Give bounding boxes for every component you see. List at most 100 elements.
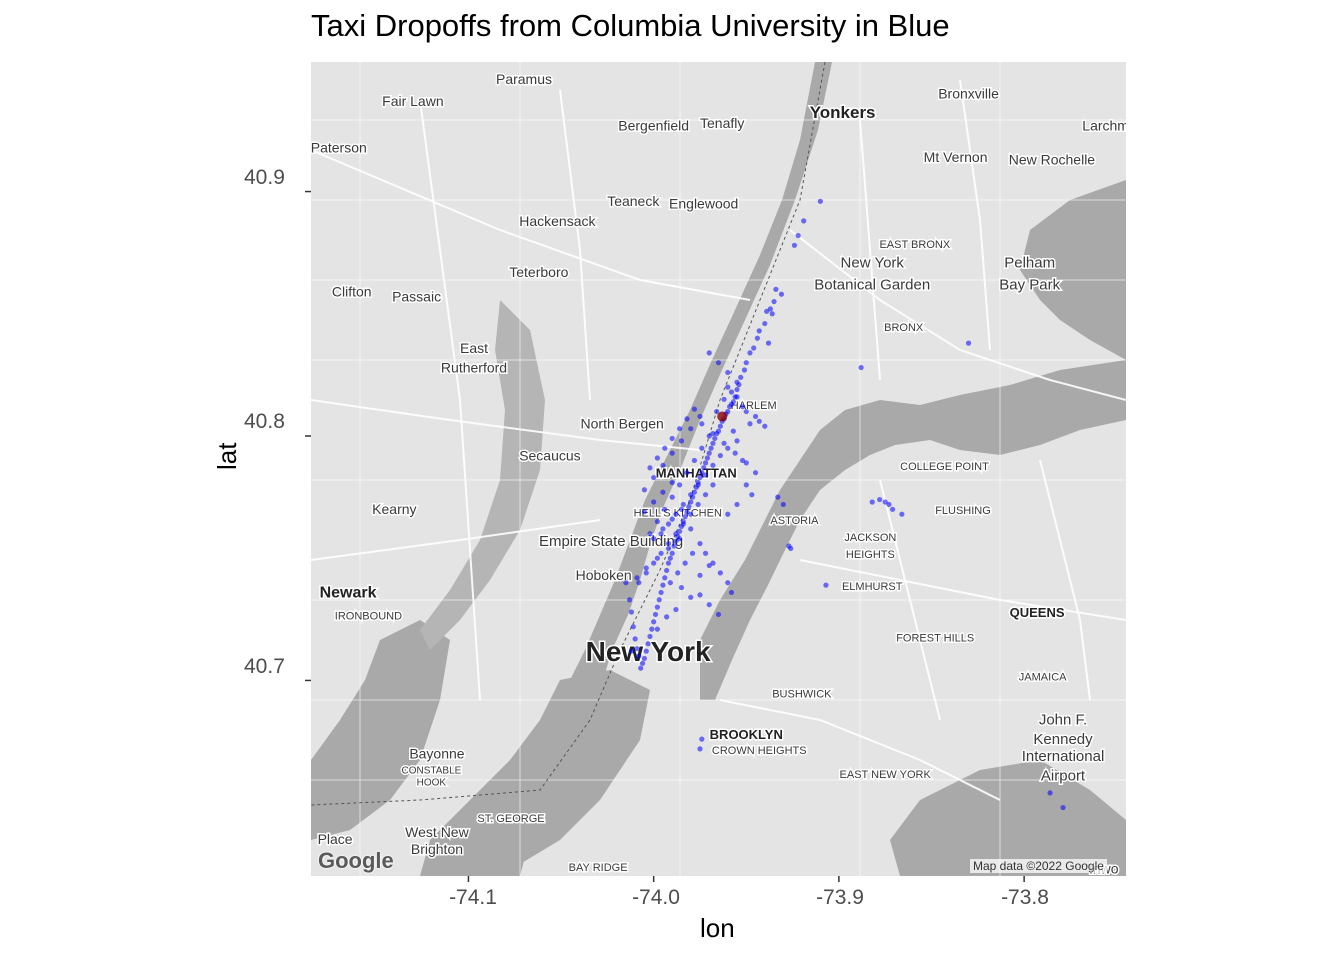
map-place-label: EAST BRONX — [879, 239, 950, 251]
dropoff-point — [688, 594, 694, 600]
dropoff-point — [669, 450, 675, 456]
dropoff-point — [899, 511, 905, 517]
dropoff-point — [712, 435, 718, 442]
map-place-label: MANHATTAN — [656, 466, 737, 481]
dropoff-point — [651, 536, 657, 542]
dropoff-point — [630, 624, 636, 630]
dropoff-point — [688, 492, 694, 498]
map-place-label: Kearny — [372, 501, 416, 517]
dropoff-point — [665, 540, 672, 547]
x-tick-label: -73.9 — [816, 886, 864, 909]
map-place-label: Empire State Building — [539, 533, 683, 550]
dropoff-point — [714, 430, 720, 437]
dropoff-point — [651, 474, 657, 481]
dropoff-point — [669, 435, 675, 442]
road-network — [311, 79, 1126, 801]
map-place-label: ELMHURST — [842, 581, 903, 593]
dropoff-point — [686, 504, 692, 510]
map-place-label: Passaic — [392, 289, 441, 305]
dropoff-point — [708, 445, 714, 451]
dropoff-point — [669, 494, 675, 500]
dropoff-point — [660, 582, 666, 588]
map-place-label: John F. — [1039, 711, 1087, 728]
dropoff-point — [662, 506, 668, 512]
dropoff-point — [699, 736, 705, 742]
dropoff-point — [647, 633, 653, 640]
dropoff-point — [706, 350, 712, 356]
dropoff-point — [882, 499, 888, 505]
map-place-label: Larchm — [1082, 117, 1129, 133]
dropoff-point — [717, 423, 723, 429]
map-place-label: Paramus — [496, 71, 552, 87]
map-place-label: JACKSON — [844, 532, 896, 544]
dropoff-point — [1060, 804, 1066, 811]
dropoff-point — [695, 482, 701, 488]
dropoff-point — [677, 482, 683, 488]
dropoff-point — [767, 306, 773, 312]
dropoff-point — [710, 482, 716, 488]
dropoff-point — [710, 430, 716, 437]
map-attribution: Map data ©2022 Google — [970, 859, 1107, 873]
dropoff-point — [747, 350, 753, 356]
dropoff-point — [641, 509, 648, 515]
map-place-label: EAST NEW YORK — [840, 769, 932, 781]
dropoff-point — [756, 418, 762, 424]
map-place-label: Secaucus — [519, 447, 580, 463]
map-place-label: Bay Park — [999, 276, 1060, 293]
hackensack-river — [420, 300, 545, 650]
dropoff-point — [764, 308, 770, 314]
dropoff-point — [817, 198, 823, 204]
map-place-label: Hoboken — [576, 567, 632, 583]
dropoff-point — [702, 460, 709, 466]
y-tick-label: 40.8 — [244, 410, 285, 433]
map-place-label: Englewood — [669, 196, 738, 212]
dropoff-point — [721, 396, 727, 402]
dropoff-point — [660, 526, 666, 532]
state-border — [311, 62, 826, 806]
dropoff-point — [639, 660, 646, 666]
dropoff-point — [658, 531, 664, 537]
y-tick-label: 40.7 — [244, 655, 285, 678]
dropoff-point — [677, 528, 683, 534]
dropoff-point — [678, 506, 685, 512]
map-place-label: New Rochelle — [1009, 152, 1096, 168]
east-river — [700, 360, 1126, 700]
dropoff-point — [643, 570, 649, 576]
map-place-label: Newark — [320, 584, 377, 601]
dropoff-point — [725, 369, 731, 376]
map-place-label: COLLEGE POINT — [900, 461, 989, 473]
dropoff-point — [752, 413, 759, 420]
long-island-sound — [1020, 180, 1126, 360]
dropoff-point — [647, 531, 653, 537]
dropoff-point — [662, 575, 668, 581]
dropoff-point — [717, 570, 723, 576]
dropoff-point — [695, 501, 701, 508]
map-place-label: Place — [318, 831, 353, 847]
dropoff-point — [771, 298, 777, 305]
dropoff-point — [677, 426, 683, 432]
map-place-label: Tenafly — [700, 115, 744, 131]
dropoff-point — [669, 550, 675, 556]
map-place-label: CONSTABLE — [401, 765, 461, 776]
dropoff-point — [734, 438, 740, 444]
dropoff-point — [660, 489, 666, 495]
dropoff-point — [697, 413, 703, 420]
dropoff-point — [858, 364, 864, 371]
map-place-label: Bronxville — [938, 86, 999, 102]
map-place-label: Clifton — [332, 284, 372, 300]
dropoff-point — [691, 406, 698, 412]
dropoff-point — [734, 394, 740, 400]
dropoff-point — [654, 626, 660, 632]
dropoff-point — [702, 472, 709, 478]
dropoff-point — [769, 311, 775, 317]
map-place-label: ST. GEORGE — [477, 813, 544, 825]
dropoff-point — [877, 496, 883, 503]
dropoff-point — [636, 653, 642, 659]
dropoff-point — [643, 565, 649, 571]
dropoff-point — [697, 572, 703, 578]
map-place-label: BAY RIDGE — [569, 862, 628, 874]
map-place-label: Kennedy — [1033, 731, 1093, 748]
land-background — [311, 62, 1126, 876]
dropoff-point — [756, 328, 762, 334]
